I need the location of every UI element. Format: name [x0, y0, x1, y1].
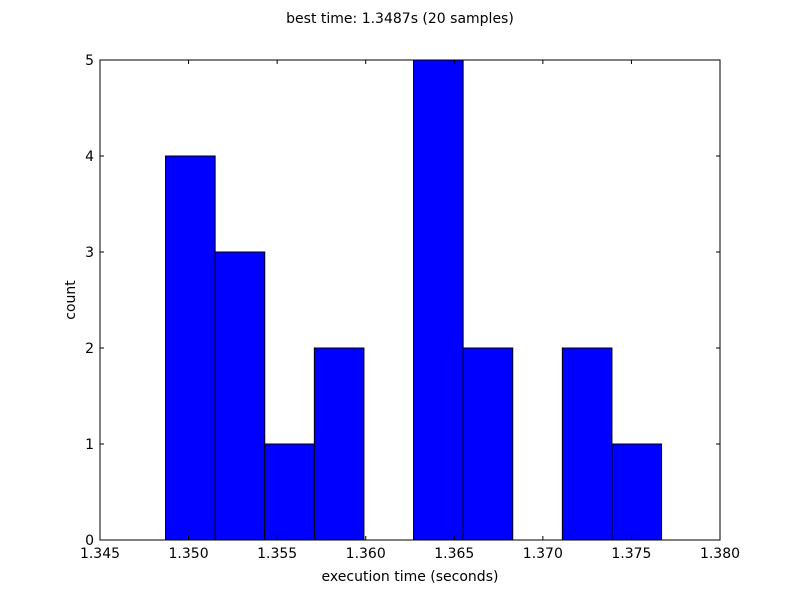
y-tick-label-1: 1	[85, 437, 94, 453]
x-tick-label-5: 1.370	[523, 546, 563, 562]
x-tick-label-1: 1.350	[169, 546, 209, 562]
histogram-bar-0	[165, 155, 216, 541]
bars-group	[165, 59, 663, 541]
x-tick-label-2: 1.355	[257, 546, 297, 562]
y-tick-label-0: 0	[85, 533, 94, 549]
x-tick-label-3: 1.360	[346, 546, 386, 562]
histogram-bar-2	[264, 443, 315, 541]
histogram-bar-9	[611, 443, 663, 541]
x-tick-label-0: 1.345	[80, 546, 120, 562]
y-tick-label-4: 4	[85, 149, 94, 165]
x-tick-label-6: 1.375	[611, 546, 651, 562]
y-axis-label: count	[63, 280, 79, 320]
chart-title: best time: 1.3487s (20 samples)	[286, 11, 514, 27]
histogram-bar-6	[462, 347, 514, 541]
x-axis-ticks: 1.345 1.350 1.355 1.360 1.365 1.370 1.375 1.380	[80, 60, 740, 562]
plot-frame	[99, 59, 721, 541]
y-tick-label-2: 2	[85, 341, 94, 357]
histogram-bar-8	[561, 347, 613, 541]
y-axis-ticks: 0 1 2 3 4 5	[85, 53, 720, 549]
x-tick-label-7: 1.380	[700, 546, 740, 562]
histogram-bar-3	[313, 347, 365, 541]
y-tick-label-5: 5	[85, 53, 94, 69]
x-axis-label: execution time (seconds)	[322, 569, 499, 585]
histogram-bar-1	[214, 251, 266, 541]
y-tick-label-3: 3	[85, 245, 94, 261]
x-tick-label-4: 1.365	[434, 546, 474, 562]
histogram-bar-5	[413, 59, 464, 541]
